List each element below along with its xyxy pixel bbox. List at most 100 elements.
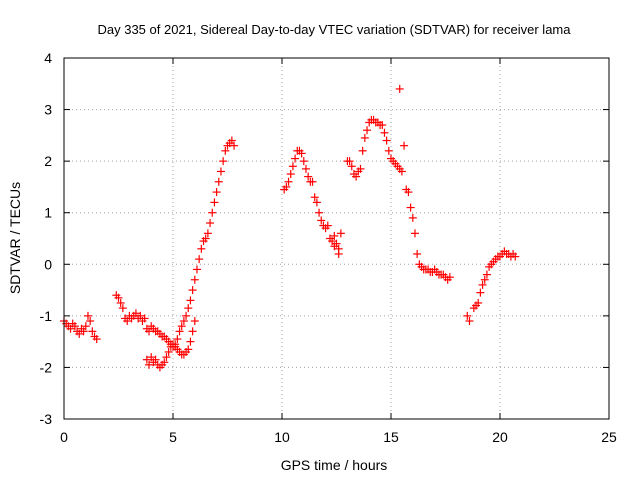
data-point: [201, 234, 210, 243]
data-point: [140, 314, 149, 323]
x-tick-label: 25: [601, 429, 617, 445]
data-point: [192, 265, 201, 274]
data-point: [81, 322, 90, 331]
y-tick-label: 1: [44, 205, 52, 221]
y-tick-label: 0: [44, 256, 52, 272]
x-tick-label: 10: [274, 429, 290, 445]
data-point: [310, 193, 319, 202]
data-point: [208, 208, 217, 217]
data-point: [288, 162, 297, 171]
data-point: [397, 167, 406, 176]
data-point: [136, 311, 145, 320]
data-point: [188, 327, 197, 336]
data-point: [286, 170, 295, 179]
data-point: [301, 164, 310, 173]
data-point: [188, 286, 197, 295]
data-point: [173, 335, 182, 344]
data-point: [162, 353, 171, 362]
data-point: [145, 360, 154, 369]
data-point: [186, 296, 195, 305]
data-point: [206, 219, 215, 228]
data-point: [404, 188, 413, 197]
data-point: [92, 335, 101, 344]
data-point: [328, 237, 337, 246]
x-tick-label: 15: [383, 429, 399, 445]
data-point: [330, 242, 339, 251]
data-point: [116, 298, 125, 307]
y-tick-label: 4: [44, 50, 52, 66]
y-axis-label: SDTVAR / TECUs: [7, 182, 23, 294]
data-point: [118, 304, 127, 313]
data-point: [474, 298, 483, 307]
data-point: [363, 126, 372, 135]
data-point: [476, 288, 485, 297]
x-tick-label: 20: [492, 429, 508, 445]
data-point: [378, 121, 387, 130]
data-point: [282, 182, 291, 191]
data-point: [336, 229, 345, 238]
data-point: [299, 157, 308, 166]
data-point: [465, 317, 474, 326]
data-point: [382, 136, 391, 145]
data-point: [330, 231, 339, 240]
data-point: [203, 229, 212, 238]
data-point: [360, 133, 369, 142]
data-point: [323, 221, 332, 230]
data-point: [179, 317, 188, 326]
data-point: [186, 337, 195, 346]
data-point: [197, 244, 206, 253]
grid-lines: [64, 58, 609, 419]
data-point: [70, 322, 79, 331]
data-point: [190, 317, 199, 326]
data-point: [482, 270, 491, 279]
data-point: [308, 177, 317, 186]
data-point: [297, 149, 306, 158]
data-point: [284, 177, 293, 186]
data-point: [408, 213, 417, 222]
y-tick-label: -3: [40, 411, 53, 427]
data-point: [347, 162, 356, 171]
data-point: [216, 167, 225, 176]
data-point: [230, 141, 239, 150]
y-tick-label: 3: [44, 102, 52, 118]
data-point: [406, 203, 415, 212]
data-point: [190, 275, 199, 284]
data-point: [86, 317, 95, 326]
data-point: [317, 216, 326, 225]
data-point: [114, 293, 123, 302]
data-point: [160, 358, 169, 367]
data-point: [182, 311, 191, 320]
x-tick-label: 5: [169, 429, 177, 445]
data-point: [164, 347, 173, 356]
data-point: [75, 329, 84, 338]
data-point: [210, 198, 219, 207]
data-point: [304, 172, 313, 181]
data-point: [227, 136, 236, 145]
data-point: [315, 208, 324, 217]
data-point: [221, 146, 230, 155]
data-point: [83, 311, 92, 320]
data-point: [123, 317, 132, 326]
data-point: [345, 157, 354, 166]
data-point: [380, 128, 389, 137]
data-point: [66, 324, 75, 333]
data-point: [184, 345, 193, 354]
x-axis-label: GPS time / hours: [281, 457, 388, 473]
data-point: [184, 304, 193, 313]
data-point: [352, 172, 361, 181]
data-point: [175, 327, 184, 336]
data-point: [142, 355, 151, 364]
data-point: [463, 311, 472, 320]
data-point: [212, 188, 221, 197]
data-point: [151, 355, 160, 364]
data-point: [413, 249, 422, 258]
data-point: [480, 275, 489, 284]
data-point: [131, 309, 140, 318]
plot-frame: [63, 57, 610, 420]
data-point: [79, 327, 88, 336]
chart-title: Day 335 of 2021, Sidereal Day-to-day VTE…: [97, 22, 571, 37]
data-point: [291, 154, 300, 163]
data-point: [478, 280, 487, 289]
data-point: [358, 146, 367, 155]
data-point: [334, 249, 343, 258]
